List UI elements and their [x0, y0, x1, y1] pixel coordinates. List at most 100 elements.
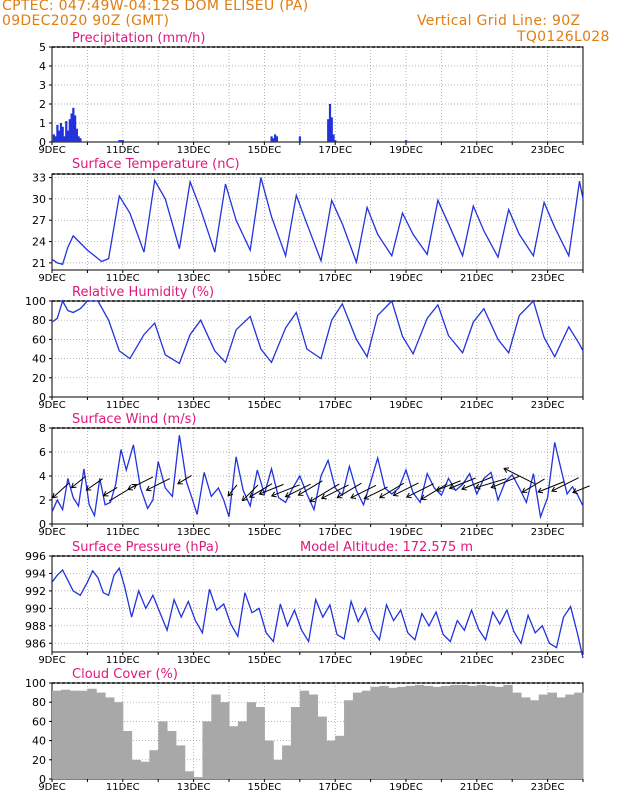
precip-xtick-label: 21DEC	[460, 145, 494, 156]
wind-ytick-label: 6	[39, 446, 46, 459]
humidity-xtick-label: 15DEC	[248, 400, 282, 411]
wind-arrow-head	[363, 494, 370, 500]
precip-bar	[330, 117, 333, 142]
cloud-ytick-label: 60	[32, 715, 46, 728]
cloud-bar	[158, 721, 168, 779]
precip-bar	[118, 140, 121, 142]
wind-arrow-head	[85, 485, 92, 491]
wind-line	[51, 435, 584, 520]
wind-arrow-head	[284, 492, 291, 498]
wind-xtick-label: 9DEC	[38, 527, 65, 538]
wind-arrow	[379, 482, 405, 499]
chart-header: CPTEC: 047:49W-04:12S DOM ELISEU (PA) 09…	[0, 0, 618, 45]
wind-arrow	[350, 484, 377, 499]
humidity-plot: 0 20 40 60 80 100 9DEC 11DEC 13DEC 15DEC 17DEC 19DE…	[25, 295, 584, 411]
cloud-bar	[105, 697, 115, 779]
precip-bar	[334, 140, 337, 142]
cloud-bar	[485, 685, 495, 779]
cloud-ytick-label: 80	[32, 696, 46, 709]
precip-bar	[77, 136, 80, 142]
precip-ytick-label: 1	[39, 117, 46, 130]
cloud-xtick-label: 23DEC	[531, 782, 565, 793]
precip-xtick-label: 17DEC	[318, 145, 352, 156]
temp-xtick-label: 15DEC	[248, 273, 282, 284]
cloud-bar	[361, 690, 372, 779]
cloud-bar	[414, 684, 425, 779]
precip-ytick-label: 0	[39, 136, 46, 149]
wind-arrows	[51, 467, 590, 503]
wind-title: Surface Wind (m/s)	[72, 412, 196, 427]
wind-arrow	[71, 475, 86, 489]
humidity-ytick-label: 0	[39, 391, 46, 404]
cloud-bar	[538, 694, 549, 779]
wind-arrow-head	[503, 467, 510, 473]
cloud-bar	[237, 721, 248, 779]
temp-title: Surface Temperature (nC)	[72, 157, 240, 172]
cloud-bar	[131, 759, 141, 779]
wind-xtick-label: 17DEC	[318, 527, 352, 538]
precip-bar	[327, 119, 330, 142]
cloud-bar	[69, 690, 80, 779]
precip-bar	[61, 126, 64, 142]
precip-ytick-label: 3	[39, 79, 46, 92]
precip-bar	[52, 134, 55, 142]
cloud-plot: 0 20 40 60 80 100 9DEC 11DEC 13DEC 15DEC 17DEC 19DE…	[25, 677, 584, 793]
wind-arrow-head	[420, 494, 427, 500]
temp-plot: 21 24 27 30 33 9DEC 11DEC 13DEC 15DEC 17DEC 19DEC 2…	[32, 172, 584, 284]
temp-frame	[51, 173, 584, 271]
temp-ytick-label: 33	[32, 172, 46, 185]
temp-xtick-label: 11DEC	[106, 273, 140, 284]
wind-arrow	[146, 478, 171, 491]
precip-ytick-label: 5	[39, 41, 46, 54]
precip-bar	[54, 136, 57, 142]
precip-bar	[70, 113, 73, 142]
cloud-bar	[467, 685, 478, 779]
cloud-bar	[397, 686, 407, 779]
wind-arrow	[461, 476, 492, 490]
wind-arrow	[52, 482, 70, 499]
precip-bar	[274, 134, 277, 142]
cloud-bar	[388, 687, 398, 779]
wind-arrow	[285, 483, 311, 498]
humidity-ytick-label: 40	[32, 353, 46, 366]
cloud-bar	[202, 721, 212, 779]
wind-arrow	[364, 486, 388, 500]
wind-arrow-head	[70, 482, 77, 489]
cloud-bar	[96, 692, 106, 779]
temp-ytick-label: 27	[32, 214, 46, 227]
wind-arrow	[393, 482, 419, 496]
cloud-bar	[184, 771, 195, 779]
wind-ytick-label: 2	[39, 494, 46, 507]
precip-bar	[270, 136, 273, 142]
wind-ytick-label: 0	[39, 518, 46, 531]
model-code: TQ0126L028	[517, 29, 610, 45]
cloud-bar	[211, 694, 221, 779]
cloud-bar	[175, 745, 186, 779]
cloud-bar	[529, 700, 540, 779]
wind-arrow-head	[248, 492, 255, 498]
wind-arrow	[406, 483, 434, 498]
humidity-xtick-label: 19DEC	[389, 400, 423, 411]
pressure-ytick-label: 996	[25, 550, 46, 563]
cloud-bar	[140, 761, 150, 779]
wind-arrow-head	[258, 489, 265, 496]
cloud-xtick-label: 11DEC	[106, 782, 140, 793]
cloud-bar	[565, 694, 575, 779]
wind-arrow-head	[551, 486, 557, 493]
wind-arrow	[177, 475, 192, 485]
wind-arrow-head	[320, 493, 327, 500]
wind-xtick-label: 21DEC	[460, 527, 494, 538]
precip-xtick-label: 23DEC	[531, 145, 565, 156]
cloud-bar	[87, 688, 97, 779]
precip-bar	[121, 140, 124, 142]
station-info: CPTEC: 047:49W-04:12S DOM ELISEU (PA)	[2, 0, 309, 14]
precip-bar	[66, 130, 70, 142]
cloud-bar	[335, 735, 345, 779]
cloud-xtick-label: 9DEC	[38, 782, 65, 793]
cloud-bar	[450, 684, 460, 779]
cloud-bar	[167, 731, 177, 779]
humidity-xtick-label: 21DEC	[460, 400, 494, 411]
wind-arrow	[259, 483, 284, 495]
wind-xtick-label: 13DEC	[177, 527, 211, 538]
